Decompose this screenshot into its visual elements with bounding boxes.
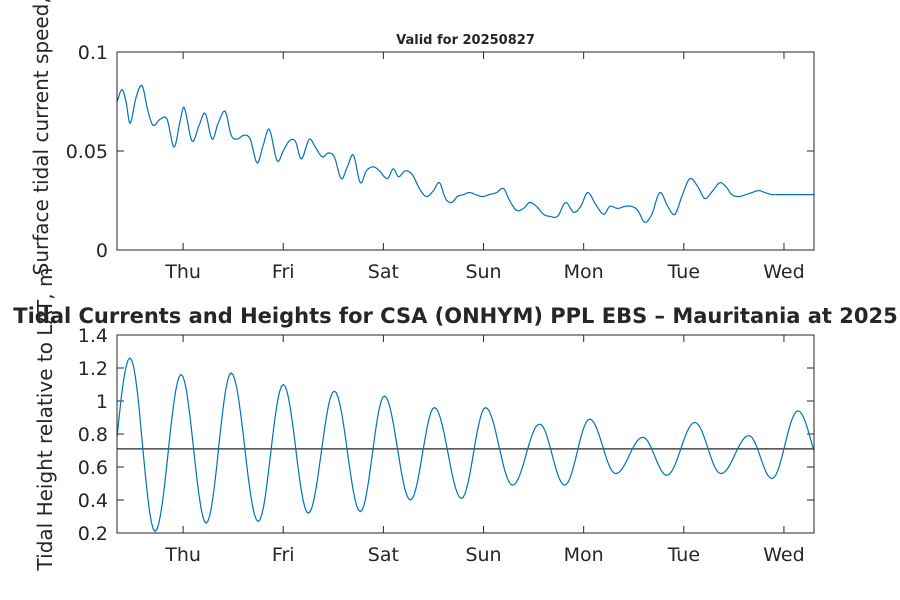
current-speed-panel: Valid for 20250827 Thu Fri Sat Sun Mon Tue Wed… (66, 33, 815, 283)
tidal-height-line (116, 357, 815, 533)
y-tick-label: 1.2 (78, 358, 108, 380)
x-tick-label: Sat (368, 261, 399, 283)
current-speed-ylabel: Surface tidal current speed, kn (29, 0, 53, 275)
x-tick-label: Sun (465, 261, 501, 283)
y-tick-label: 0.8 (78, 424, 108, 446)
tidal-height-axes-box (116, 334, 815, 534)
current-speed-ticks: Thu Fri Sat Sun Mon Tue Wed 0 0.05 0.1 (66, 42, 814, 283)
tidal-height-panel: Thu Fri Sat Sun Mon Tue Wed 0.2 0.4 0.6 0.8 1 1.2 1.4… (13, 304, 897, 566)
y-tick-label: 0.1 (78, 42, 108, 64)
y-tick-label: 0.05 (66, 141, 108, 163)
x-tick-label: Tue (667, 544, 700, 566)
tidal-height-ylabel: Tidal Height relative to LAT, m (33, 268, 57, 572)
tidal-height-ticks: Thu Fri Sat Sun Mon Tue Wed 0.2 0.4 0.6 0.8 1 1.2 1.4 (78, 325, 814, 566)
y-tick-label: 0 (96, 240, 108, 262)
y-tick-label: 1 (96, 391, 108, 413)
y-tick-label: 0.6 (78, 457, 108, 479)
x-tick-label: Fri (272, 261, 295, 283)
x-tick-label: Fri (272, 544, 295, 566)
current-speed-axes-box (116, 51, 815, 251)
x-tick-label: Sat (368, 544, 399, 566)
x-tick-label: Mon (564, 261, 604, 283)
x-tick-label: Wed (763, 544, 804, 566)
current-speed-line (116, 84, 814, 223)
y-tick-label: 1.4 (78, 325, 108, 347)
x-tick-label: Thu (164, 261, 201, 283)
x-tick-label: Thu (164, 544, 201, 566)
x-tick-label: Tue (667, 261, 700, 283)
x-tick-label: Wed (763, 261, 804, 283)
x-tick-label: Mon (564, 544, 604, 566)
y-tick-label: 0.4 (78, 490, 108, 512)
current-speed-title: Valid for 20250827 (396, 33, 535, 48)
x-tick-label: Sun (465, 544, 501, 566)
tidal-height-title: Tidal Currents and Heights for CSA (ONHY… (13, 304, 897, 328)
y-tick-label: 0.2 (78, 523, 108, 545)
